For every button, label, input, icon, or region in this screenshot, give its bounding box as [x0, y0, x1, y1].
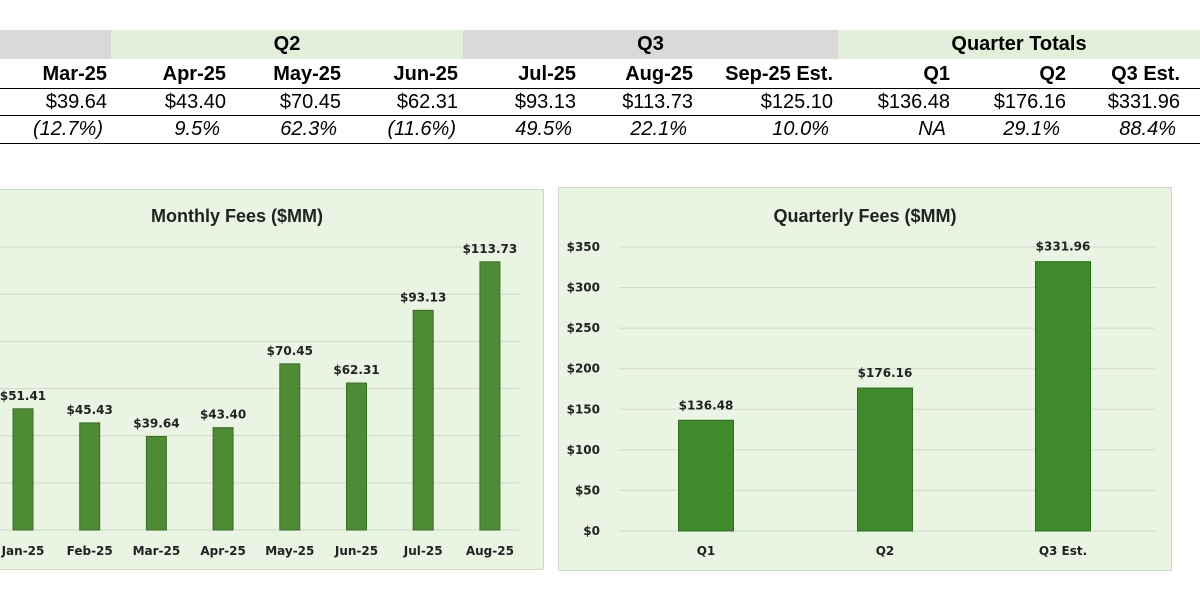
growth-value: (11.6%) — [387, 118, 456, 140]
bar-Q3 Est. — [1035, 261, 1091, 532]
x-tick-label: Jun-25 — [334, 544, 378, 558]
y-tick-label: $0 — [583, 524, 600, 538]
x-tick-label: Feb-25 — [67, 544, 113, 558]
bar-Jan-25 — [12, 408, 34, 531]
growth-value: NA — [918, 118, 946, 140]
group-header-q1 — [0, 30, 111, 59]
col-header: Q2 — [1039, 63, 1066, 85]
y-tick-label: $250 — [567, 321, 600, 335]
chart-title: Monthly Fees ($MM) — [151, 206, 323, 226]
fee-value: $70.45 — [279, 91, 341, 113]
data-label: $176.16 — [858, 366, 913, 380]
fee-value: $113.73 — [622, 91, 693, 113]
x-tick-label: Apr-25 — [200, 544, 245, 558]
fees-table: Q2 Q3 Quarter Totals Mar-25 Apr-25 May-2… — [0, 0, 1200, 150]
x-tick-label: May-25 — [265, 544, 314, 558]
data-label: $136.48 — [679, 398, 734, 412]
fee-value: $331.96 — [1107, 91, 1180, 113]
bar-Q2 — [857, 387, 913, 532]
col-header: Sep-25 Est. — [725, 63, 833, 85]
x-tick-label: Q3 Est. — [1039, 544, 1087, 558]
growth-value: 29.1% — [1003, 118, 1060, 140]
bar-Apr-25 — [212, 427, 234, 531]
chart-title: Quarterly Fees ($MM) — [773, 206, 956, 226]
data-label: $113.73 — [463, 242, 518, 256]
x-tick-label: Jul-25 — [403, 544, 443, 558]
bar-Jul-25 — [412, 309, 434, 531]
growth-value: 10.0% — [772, 118, 829, 140]
col-header: Apr-25 — [162, 63, 226, 85]
group-header-totals: Quarter Totals — [838, 30, 1200, 59]
bar-May-25 — [279, 363, 301, 531]
data-label: $39.64 — [133, 417, 179, 431]
col-header: Q3 Est. — [1111, 63, 1180, 85]
y-tick-label: $300 — [567, 281, 600, 295]
data-label: $51.41 — [0, 389, 46, 403]
monthly-chart-panel: Monthly Fees ($MM) $51.41 $45.43 $39.64 $43… — [0, 189, 544, 570]
x-tick-label: Q1 — [697, 544, 716, 558]
col-header: May-25 — [273, 63, 341, 85]
data-label: $62.31 — [333, 363, 379, 377]
row-divider — [0, 143, 1200, 144]
bar-Jun-25 — [346, 382, 367, 531]
col-header: Mar-25 — [42, 63, 107, 85]
fee-value: $43.40 — [164, 91, 226, 113]
data-label: $70.45 — [267, 344, 313, 358]
group-header-q2: Q2 — [111, 30, 463, 59]
x-tick-label: Aug-25 — [466, 544, 514, 558]
bar-Q1 — [678, 419, 734, 532]
data-label: $45.43 — [67, 403, 113, 417]
x-tick-label: Mar-25 — [133, 544, 181, 558]
fee-value: $176.16 — [993, 91, 1066, 113]
col-header: Jun-25 — [393, 63, 458, 85]
quarterly-fees-chart: Quarterly Fees ($MM) $0 $50 $100 $150 $200 $2… — [567, 206, 1155, 558]
y-tick-label: $350 — [567, 240, 600, 254]
data-label: $43.40 — [200, 408, 246, 422]
y-tick-label: $200 — [567, 362, 600, 376]
growth-value: 62.3% — [280, 118, 337, 140]
x-tick-label: Jan-25 — [1, 544, 45, 558]
growth-value: 88.4% — [1119, 118, 1176, 140]
bar-Feb-25 — [79, 422, 101, 531]
growth-value: 49.5% — [515, 118, 572, 140]
y-tick-label: $100 — [567, 443, 600, 457]
quarterly-chart-panel: Quarterly Fees ($MM) $0 $50 $100 $150 $200 $2… — [558, 187, 1172, 571]
fee-value: $39.64 — [45, 91, 107, 113]
monthly-fees-chart: Monthly Fees ($MM) $51.41 $45.43 $39.64 $43… — [0, 206, 519, 558]
bar-Mar-25 — [145, 436, 167, 531]
growth-value: (12.7%) — [32, 118, 103, 140]
bar-Aug-25 — [479, 261, 501, 531]
fee-value: $93.13 — [514, 91, 576, 113]
col-header: Q1 — [923, 63, 950, 85]
row-divider — [0, 88, 1200, 89]
fee-value: $62.31 — [396, 91, 458, 113]
growth-value: 22.1% — [630, 118, 687, 140]
y-tick-label: $150 — [567, 402, 600, 416]
group-header-q3: Q3 — [463, 30, 838, 59]
y-tick-label: $50 — [575, 483, 600, 497]
row-divider — [0, 115, 1200, 116]
fee-value: $125.10 — [760, 91, 833, 113]
growth-value: 9.5% — [174, 118, 220, 140]
data-label: $93.13 — [400, 290, 446, 304]
fee-value: $136.48 — [877, 91, 950, 113]
col-header: Aug-25 — [625, 63, 693, 85]
x-tick-label: Q2 — [876, 544, 895, 558]
data-label: $331.96 — [1036, 240, 1091, 254]
col-header: Jul-25 — [518, 63, 576, 85]
